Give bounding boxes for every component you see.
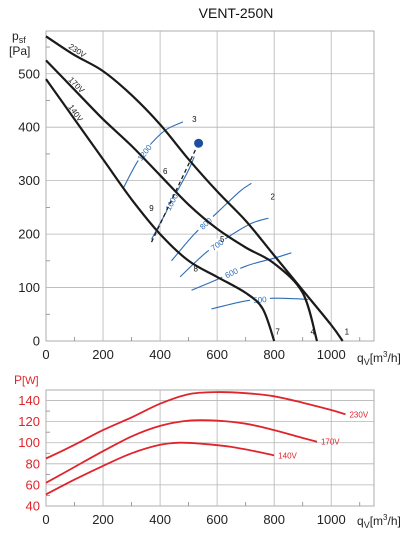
iso-line-800 (171, 182, 252, 262)
plot-frame (45, 30, 375, 342)
y-tick-label: 400 (18, 120, 40, 135)
x-tick-label: 1000 (317, 512, 346, 527)
point-label-9: 9 (149, 204, 154, 213)
y-tick-label: 120 (18, 414, 40, 429)
flow-axis-unit-sup-top: 3 (383, 350, 388, 359)
y-tick-label: 200 (18, 227, 40, 242)
plot-frame (45, 389, 375, 507)
y-tick-label: 60 (26, 477, 40, 492)
y-tick-label: 140 (18, 393, 40, 408)
operating-point-marker (194, 138, 204, 148)
flow-axis-unit-top: [m (370, 351, 383, 365)
chart-title: VENT-250N (199, 5, 274, 21)
series-label-170V: 170V (321, 438, 340, 447)
iso-label-bg (220, 264, 243, 282)
curve-140V (45, 78, 276, 342)
point-label-6: 6 (163, 167, 168, 176)
y-tick-label: 300 (18, 173, 40, 188)
iso-line-600 (191, 252, 292, 291)
curve-170V (45, 59, 319, 342)
x-tick-label: 800 (263, 512, 285, 527)
x-tick-label: 200 (92, 347, 114, 362)
iso-line-1200 (122, 121, 184, 189)
flow-axis-symbol-top: q (357, 351, 364, 365)
point-label-5: 5 (220, 235, 225, 244)
point-label-4: 4 (310, 328, 315, 337)
power-axis-symbol: P (14, 373, 22, 387)
iso-label-500: 500 (253, 295, 268, 305)
pressure-axis-sub: sf (19, 35, 27, 45)
x-tick-label: 400 (149, 512, 171, 527)
series-label-230V: 230V (349, 410, 368, 419)
x-tick-label: 0 (42, 347, 49, 362)
y-tick-label: 40 (26, 499, 40, 514)
curve-230V (45, 391, 346, 460)
y-tick-label: 100 (18, 280, 40, 295)
curve-230V (45, 35, 344, 342)
curve-170V (45, 419, 318, 484)
pressure-plot: 0 200 400 600 800 100001002003004005001200100… (18, 30, 375, 362)
iso-label-bg (195, 212, 217, 234)
y-tick-label: 100 (18, 435, 40, 450)
y-tick-label: 0 (33, 334, 40, 349)
iso-label-bg (206, 234, 229, 255)
x-tick-label: 600 (206, 347, 228, 362)
x-tick-label: 400 (149, 347, 171, 362)
point-label-2: 2 (271, 192, 276, 201)
flow-axis-unit-end-top: /h] (388, 351, 401, 365)
y-tick-label: 80 (26, 456, 40, 471)
pressure-axis-label: psf (12, 29, 26, 45)
power-plot: 0 200 400 600 800 1000 40 60 80 100 120 140 230V 170V… (18, 389, 375, 527)
point-label-3: 3 (192, 115, 197, 124)
power-axis-unit: [W] (22, 375, 39, 387)
flow-axis-sub-bottom: V (364, 520, 370, 530)
flow-axis-sub-top: V (364, 357, 370, 367)
point-label-7: 7 (275, 328, 280, 337)
curve-140V (45, 441, 275, 496)
flow-axis-symbol-bottom: q (357, 514, 364, 528)
iso-label-bg (249, 293, 271, 306)
power-axis-label: P[W] (14, 373, 39, 387)
flow-axis-unit-end-bottom: /h] (388, 514, 401, 528)
flow-axis-unit-bottom: [m (370, 514, 383, 528)
flow-axis-unit-sup-bottom: 3 (383, 513, 388, 522)
iso-label-bg (162, 190, 181, 214)
pressure-axis-symbol: p (12, 29, 19, 43)
x-tick-label: 0 (42, 512, 49, 527)
y-tick-label: 500 (18, 66, 40, 81)
x-tick-label: 200 (92, 512, 114, 527)
flow-axis-label-bottom: qV[m3/h] (357, 513, 401, 530)
x-tick-label: 600 (206, 512, 228, 527)
flow-axis-label-top: qV[m3/h] (357, 350, 401, 367)
point-label-1: 1 (345, 328, 350, 337)
iso-label-bg (134, 141, 155, 164)
series-label-140V: 140V (278, 451, 297, 460)
point-label-8: 8 (194, 265, 199, 274)
system-curve-dashed (150, 142, 200, 243)
x-tick-label: 1000 (317, 347, 346, 362)
x-tick-label: 800 (263, 347, 285, 362)
pressure-axis-unit: [Pa] (9, 44, 30, 58)
